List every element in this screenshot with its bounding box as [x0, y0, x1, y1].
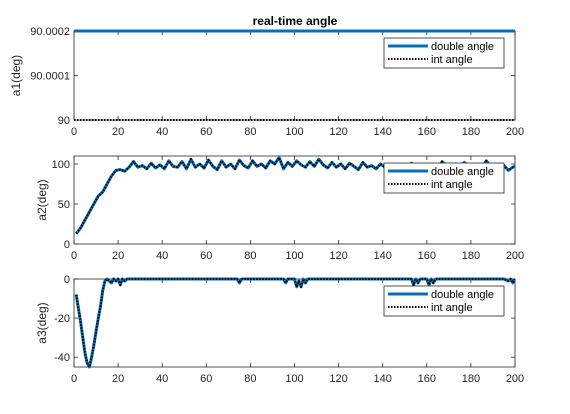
y-axis-label: a3(deg) — [35, 302, 49, 343]
x-tick-label: 160 — [418, 126, 436, 138]
legend-label-int-angle: int angle — [431, 302, 473, 314]
legend-label-double-angle: double angle — [431, 41, 494, 53]
y-tick-label: 90.0002 — [30, 26, 70, 38]
x-tick-label: 160 — [418, 373, 436, 385]
series-int-angle-line — [75, 278, 515, 368]
x-tick-label: 0 — [71, 373, 77, 385]
y-tick-label: 90.0001 — [30, 71, 70, 83]
chart-title: real-time angle — [253, 14, 338, 28]
x-tick-label: 180 — [462, 250, 480, 262]
x-tick-label: 140 — [374, 126, 392, 138]
x-tick-label: 200 — [506, 126, 524, 138]
x-tick-label: 20 — [112, 126, 124, 138]
x-tick-label: 180 — [462, 373, 480, 385]
x-tick-label: 120 — [329, 250, 347, 262]
x-tick-label: 80 — [244, 373, 256, 385]
legend-box — [383, 162, 505, 194]
subplot-3: 0 20 40 60 80 100 120 140 160 180 200 -40 -20 0 a3(deg… — [35, 274, 524, 385]
x-tick-label: 60 — [200, 126, 212, 138]
x-tick-label: 160 — [418, 250, 436, 262]
x-tick-label: 60 — [200, 250, 212, 262]
subplot-1: 0 20 40 60 80 100 120 140 160 180 200 90 90.0001 90.0… — [9, 26, 524, 138]
x-tick-label: 80 — [244, 250, 256, 262]
legend-box — [383, 285, 505, 317]
x-tick-label: 100 — [285, 373, 303, 385]
legend-box — [383, 37, 505, 69]
x-tick-label: 200 — [506, 373, 524, 385]
y-tick-label: 0 — [64, 239, 70, 251]
y-tick-label: 0 — [64, 274, 70, 286]
subplots: 0 20 40 60 80 100 120 140 160 180 2009090.000190.0… — [9, 26, 524, 385]
x-tick-label: 20 — [112, 250, 124, 262]
y-tick-label: 50 — [58, 199, 70, 211]
y-axis-label: a2(deg) — [35, 179, 49, 220]
subplot-2: 0 20 40 60 80 100 120 140 160 180 200050100a2(deg)… — [35, 155, 524, 262]
x-tick-label: 100 — [285, 250, 303, 262]
legend-label-double-angle: double angle — [431, 166, 494, 178]
legend-label-double-angle: double angle — [431, 289, 494, 301]
x-tick-label: 60 — [200, 373, 212, 385]
y-tick-label: 90 — [58, 115, 70, 127]
x-tick-label: 0 — [71, 126, 77, 138]
x-tick-label: 80 — [244, 126, 256, 138]
y-tick-label: 100 — [52, 159, 70, 171]
legend-label-int-angle: int angle — [431, 179, 473, 191]
x-tick-label: 20 — [112, 373, 124, 385]
x-tick-label: 140 — [374, 373, 392, 385]
x-tick-label: 40 — [156, 373, 168, 385]
x-tick-label: 40 — [156, 126, 168, 138]
x-tick-label: 40 — [156, 250, 168, 262]
x-tick-label: 120 — [329, 373, 347, 385]
x-tick-label: 100 — [285, 126, 303, 138]
y-tick-label: -20 — [54, 313, 70, 325]
x-tick-label: 120 — [329, 126, 347, 138]
x-tick-label: 200 — [506, 250, 524, 262]
y-tick-label: -40 — [54, 352, 70, 364]
x-tick-label: 0 — [71, 250, 77, 262]
x-tick-label: 180 — [462, 126, 480, 138]
x-tick-label: 140 — [374, 250, 392, 262]
legend-label-int-angle: int angle — [431, 54, 473, 66]
y-axis-label: a1(deg) — [9, 55, 23, 96]
